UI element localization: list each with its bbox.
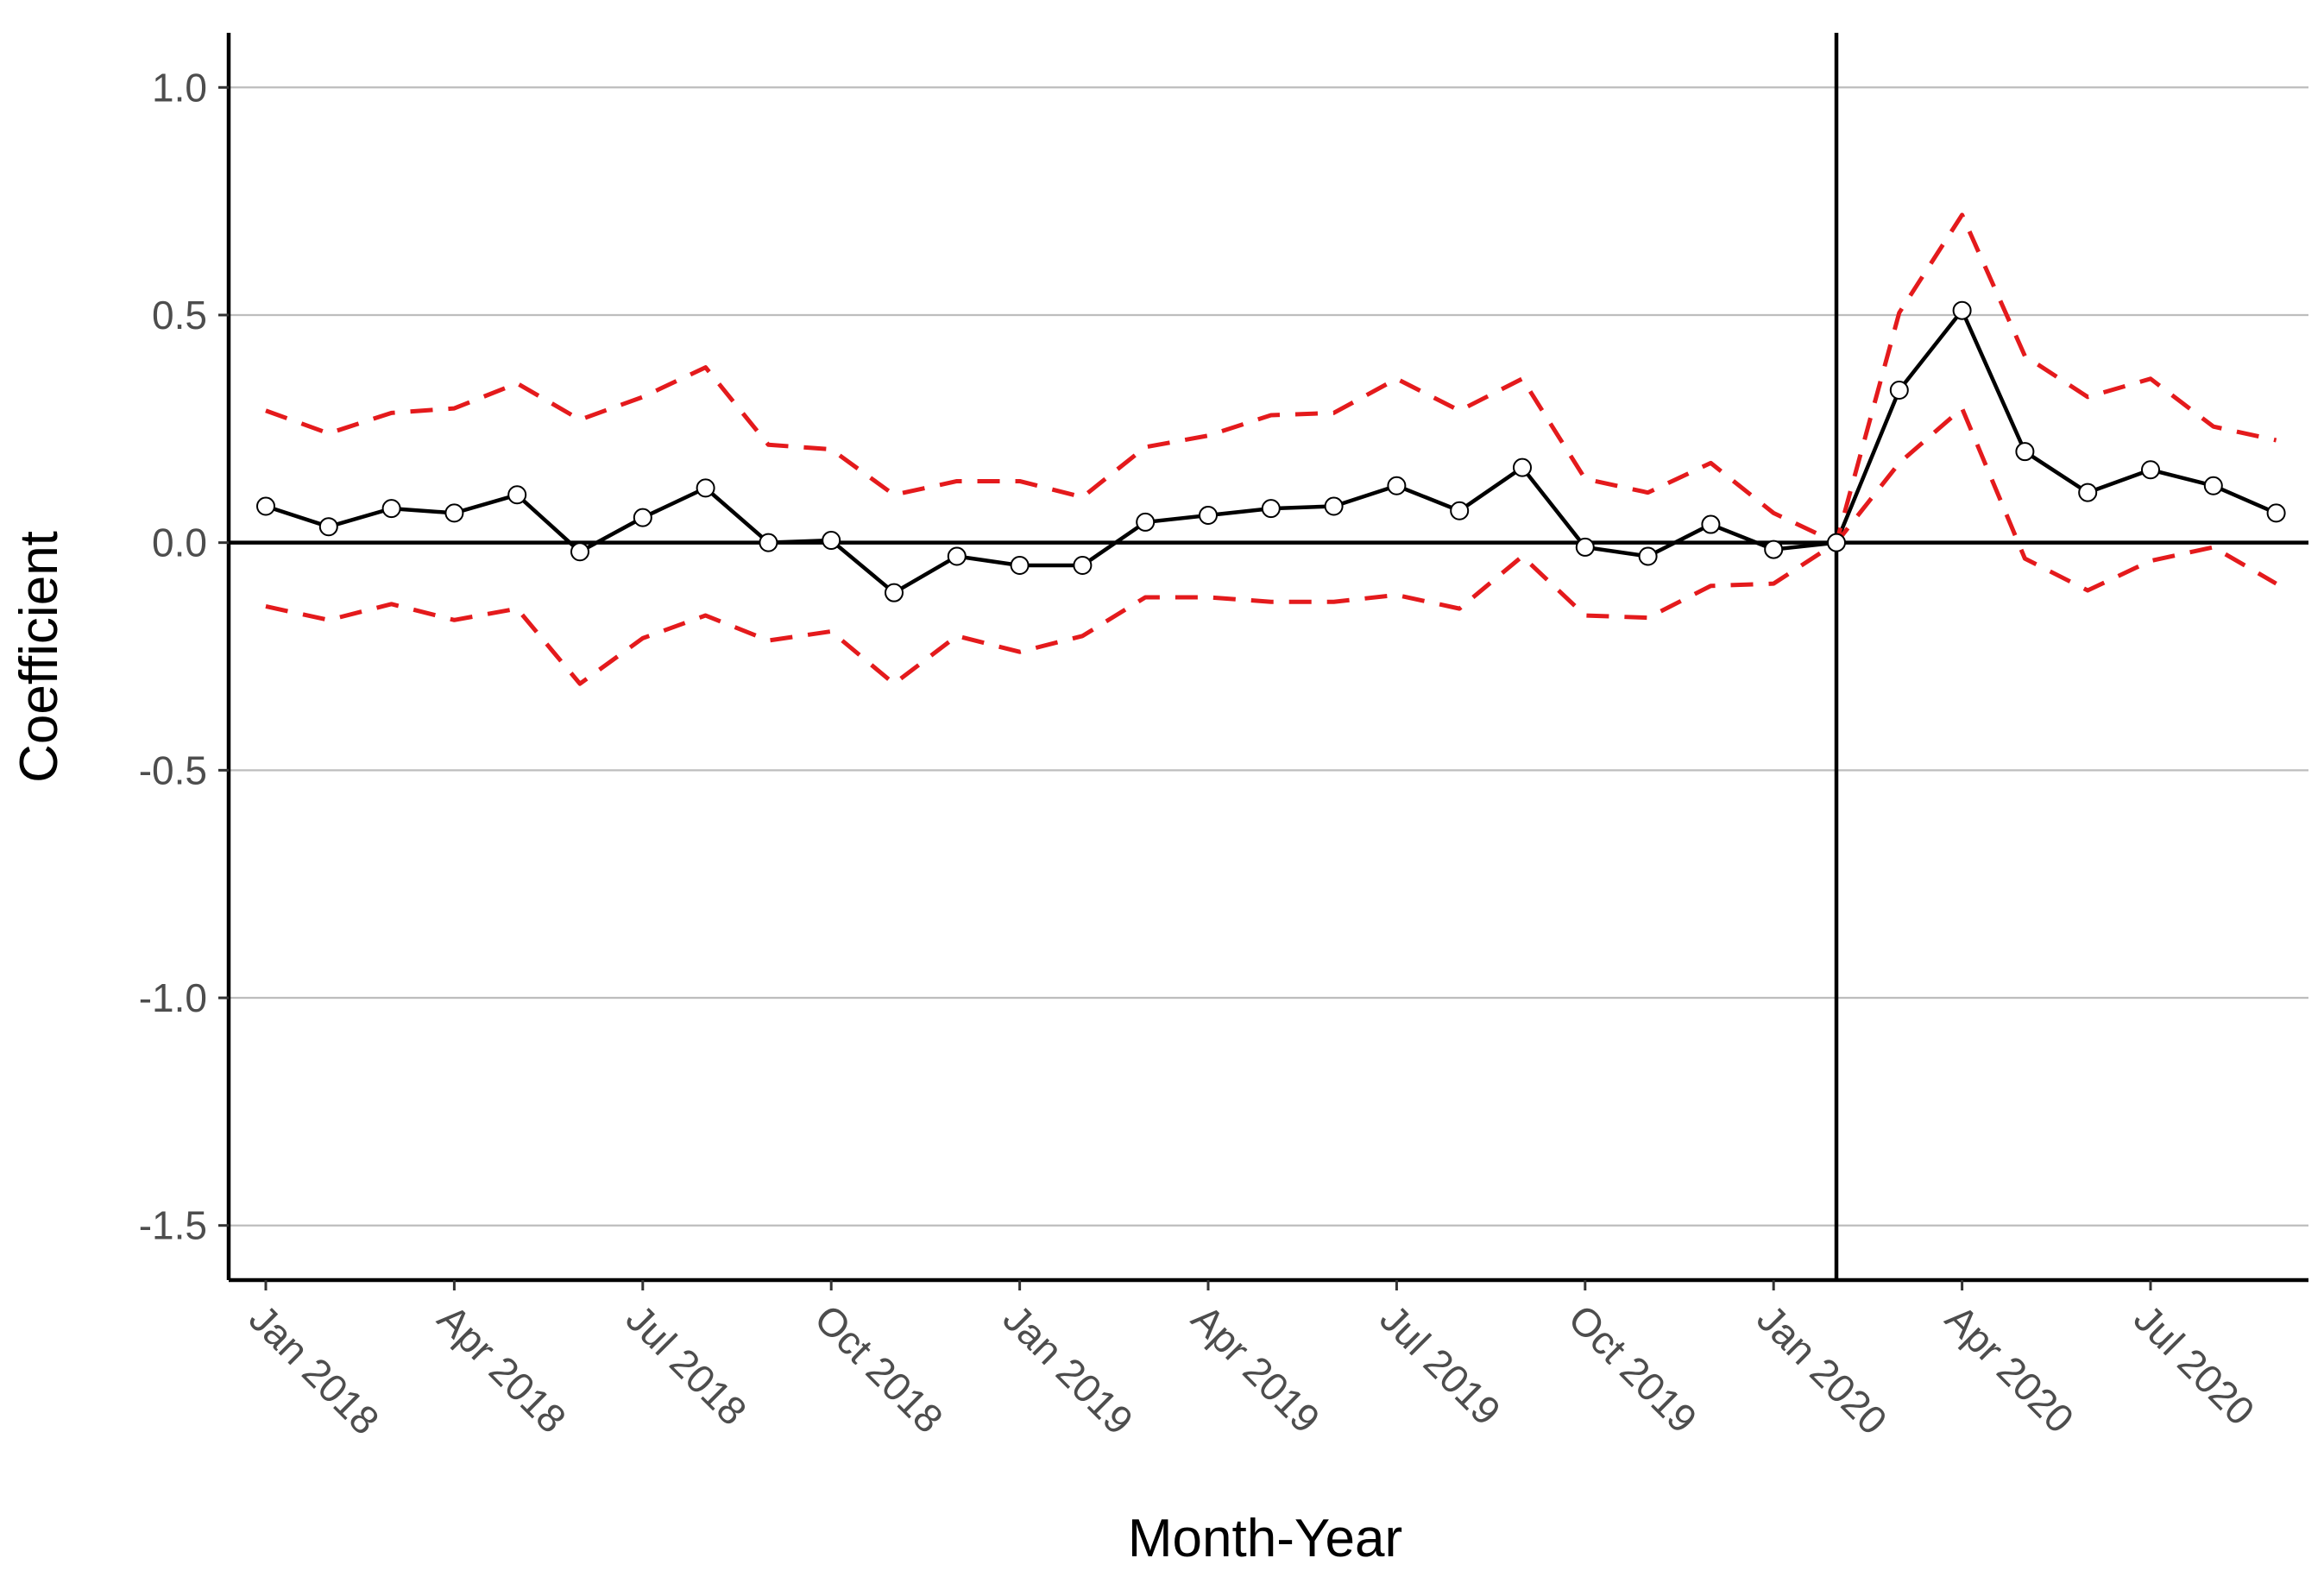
data-point-2020-07 — [2141, 460, 2160, 480]
data-point-2018-02 — [318, 517, 338, 537]
data-point-2020-05 — [2015, 442, 2035, 462]
series-line-estimate — [265, 308, 2277, 595]
data-point-2019-12 — [1701, 514, 1721, 534]
data-point-2020-09 — [2266, 503, 2286, 523]
x-tick-label: Apr 2019 — [1183, 1296, 1329, 1441]
data-point-2019-09 — [1513, 457, 1532, 477]
axes: 1.0 0.5 0.0 -0.5 -1.0 -1.5 Jan 2018 Apr 2018 Jul… — [139, 33, 2308, 1443]
data-point-2020-02 — [1827, 533, 1846, 552]
data-point-2018-05 — [507, 485, 527, 505]
x-axis-title: Month-Year — [1128, 1509, 1402, 1568]
x-tick-label: Jan 2019 — [995, 1296, 1143, 1443]
data-point-2019-07 — [1387, 476, 1407, 495]
data-point-2020-01 — [1764, 539, 1784, 559]
y-tick-label: -1.0 — [139, 975, 207, 1020]
y-tick-label: 0.0 — [152, 520, 207, 565]
data-point-2018-10 — [822, 531, 841, 551]
data-point-2018-12 — [947, 546, 967, 566]
reference-lines — [229, 33, 2308, 1280]
x-tick-label: Jul 2020 — [2126, 1296, 2264, 1434]
data-point-2020-03 — [1889, 380, 1909, 400]
data-point-2019-11 — [1638, 546, 1658, 566]
data-point-2018-06 — [570, 542, 589, 562]
y-tick-label: 1.0 — [152, 65, 207, 110]
data-point-2020-04 — [1952, 300, 1972, 320]
data-point-2019-06 — [1324, 496, 1344, 516]
data-point-2020-08 — [2203, 476, 2223, 495]
series-line-lower-bound — [265, 406, 2277, 686]
y-tick-label: 0.5 — [152, 293, 207, 337]
y-axis-title: Coefficient — [9, 531, 69, 783]
x-tick-label: Oct 2018 — [806, 1296, 952, 1441]
x-tick-label: Jul 2018 — [618, 1296, 756, 1434]
data-point-2019-05 — [1261, 499, 1281, 519]
data-point-2018-07 — [633, 508, 652, 527]
x-tick-label: Jul 2019 — [1371, 1296, 1509, 1434]
gridlines — [229, 86, 2308, 1227]
data-point-2018-01 — [256, 496, 275, 516]
data-point-2020-06 — [2078, 483, 2098, 502]
x-tick-label: Jan 2020 — [1748, 1296, 1896, 1443]
data-point-2019-04 — [1199, 506, 1218, 526]
data-point-2018-09 — [759, 533, 778, 552]
data-point-2018-08 — [696, 478, 715, 498]
series-layer — [256, 212, 2286, 686]
data-point-2018-03 — [381, 499, 401, 519]
data-point-2018-04 — [444, 503, 464, 523]
data-point-2019-01 — [1010, 556, 1030, 576]
x-tick-label: Oct 2019 — [1560, 1296, 1706, 1441]
y-tick-label: -1.5 — [139, 1203, 207, 1248]
x-tick-label: Apr 2018 — [429, 1296, 575, 1441]
data-point-2019-03 — [1136, 512, 1156, 532]
data-point-2019-08 — [1450, 501, 1470, 520]
x-tick-label: Apr 2020 — [1937, 1296, 2083, 1441]
data-point-2019-02 — [1073, 556, 1093, 576]
y-tick-label: -0.5 — [139, 748, 207, 792]
x-tick-label: Jan 2018 — [241, 1296, 388, 1443]
series-line-upper-bound — [265, 212, 2277, 546]
data-point-2019-10 — [1575, 537, 1595, 557]
data-point-2018-11 — [885, 583, 904, 602]
